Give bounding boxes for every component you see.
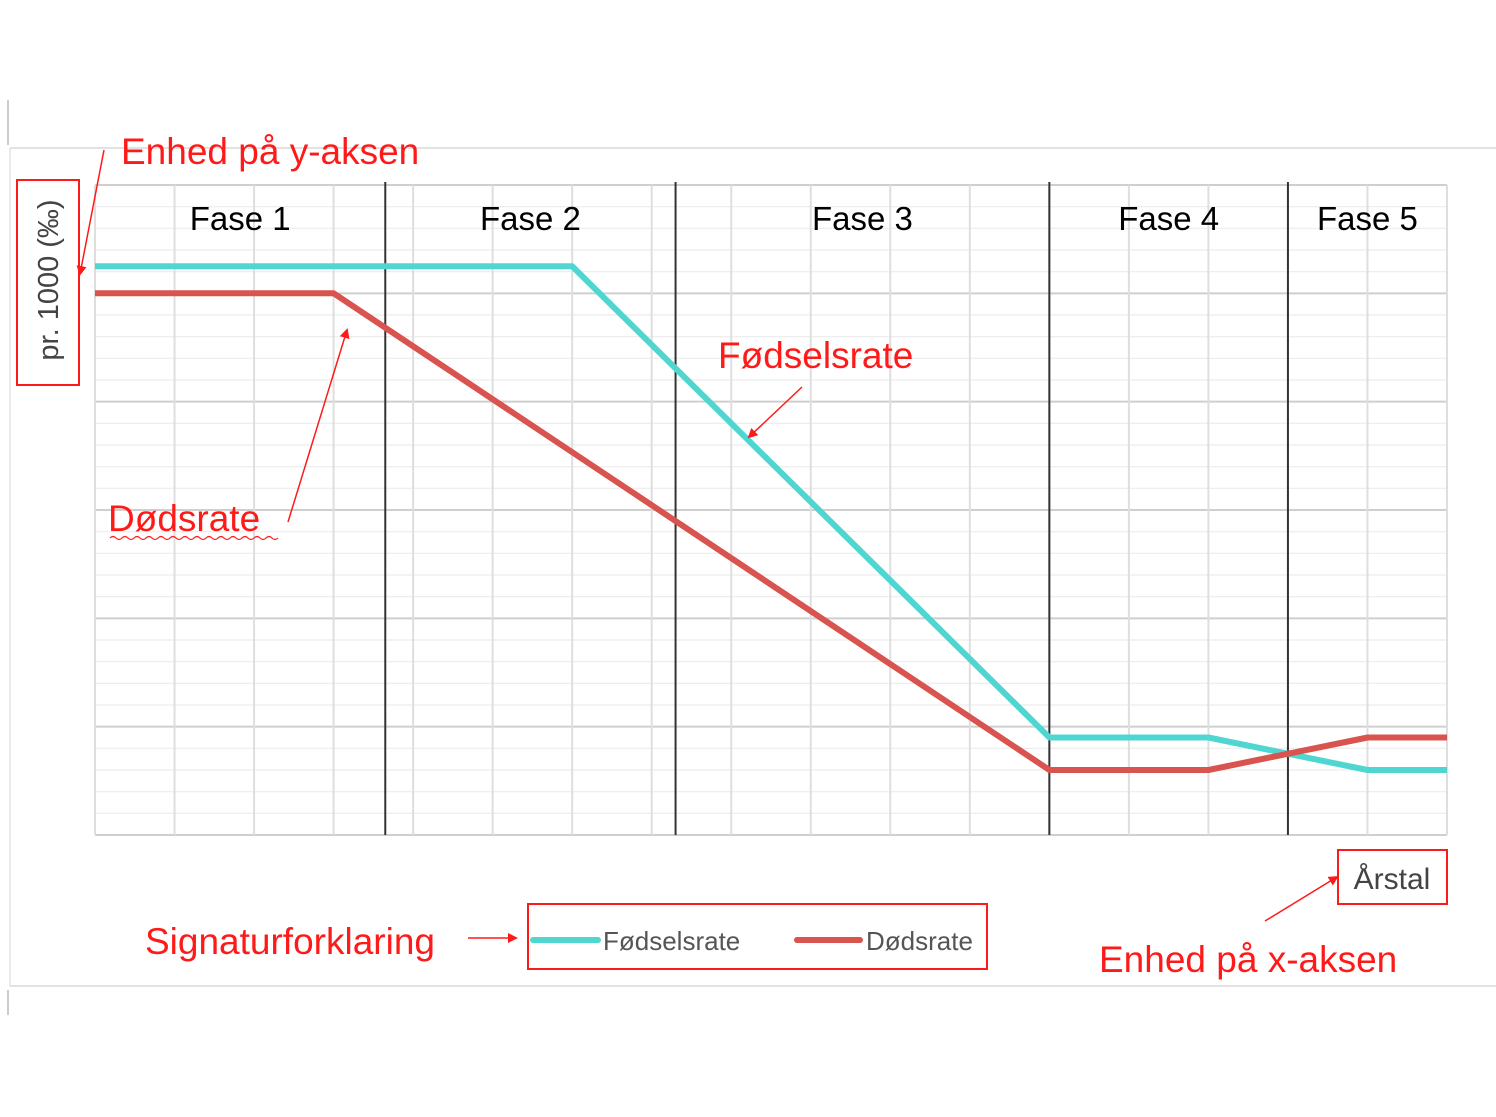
annotation-legend: Signaturforklaring <box>145 921 435 962</box>
phase-label: Fase 5 <box>1317 200 1418 237</box>
phase-label: Fase 4 <box>1118 200 1219 237</box>
annotation-y-unit-arrow <box>76 149 105 276</box>
y-axis-label: pr. 1000 (‰) <box>33 199 65 360</box>
annotation-x-unit-arrow <box>1264 875 1339 922</box>
annotation-death-arrow <box>287 328 350 523</box>
annotation-birth-arrow <box>747 386 803 439</box>
annotation-x-unit: Enhed på x-aksen <box>1099 939 1397 980</box>
phase-label: Fase 1 <box>190 200 291 237</box>
annotation-y-unit: Enhed på y-aksen <box>121 131 419 172</box>
phase-labels: Fase 1 Fase 2 Fase 3 Fase 4 Fase 5 <box>190 200 1418 237</box>
series-line-birth-rate <box>95 263 1447 773</box>
legend-label-death: Dødsrate <box>866 926 973 956</box>
series-lines <box>95 263 1447 773</box>
series-line-death-rate <box>95 290 1447 773</box>
phase-label: Fase 2 <box>480 200 581 237</box>
x-axis-label: Årstal <box>1354 863 1431 896</box>
annotation-death-spellcheck-underline <box>109 535 279 541</box>
phase-label: Fase 3 <box>812 200 913 237</box>
annotation-death-rate: Dødsrate <box>108 498 260 539</box>
phase-dividers <box>384 182 1289 835</box>
legend-box <box>527 903 988 970</box>
annotation-birth-rate: Fødselsrate <box>718 335 913 376</box>
grid <box>94 184 1448 836</box>
y-unit-box <box>16 179 80 386</box>
legend-label-birth: Fødselsrate <box>603 926 740 956</box>
